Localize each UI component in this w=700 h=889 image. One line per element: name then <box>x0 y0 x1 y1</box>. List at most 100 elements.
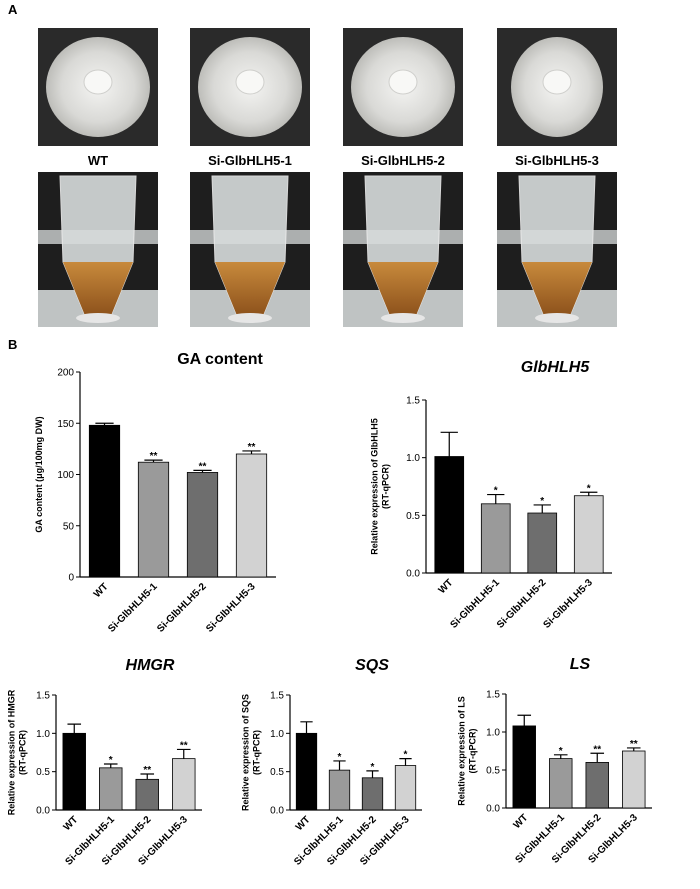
x-tick-label: Si-GlbHLH5-2 <box>155 581 209 635</box>
x-tick-label: WT <box>92 581 111 600</box>
bar <box>328 769 351 811</box>
y-tick-label: 1.5 <box>486 690 500 701</box>
panel-label: B <box>8 337 17 352</box>
chart-title: HMGR <box>126 657 175 674</box>
photo-label: Si-GlbHLH5-3 <box>515 153 599 168</box>
culture-liquid <box>215 262 285 318</box>
tube-base <box>381 313 425 323</box>
error-bar <box>626 747 641 751</box>
y-tick-label: 0.0 <box>406 569 420 580</box>
significance-mark: * <box>559 746 563 757</box>
y-axis-label: GA content (μg/100mg DW) <box>34 416 44 532</box>
significance-mark: ** <box>143 765 151 776</box>
bar <box>527 512 558 574</box>
y-axis-label: Relative expression of LS <box>457 696 467 806</box>
y-tick-label: 1.0 <box>36 729 50 740</box>
colony-center <box>83 69 113 95</box>
y-tick-label: 1.5 <box>270 691 284 702</box>
error-bar <box>487 493 505 504</box>
x-tick-label: WT <box>437 577 456 596</box>
bar <box>480 503 511 574</box>
x-tick-label: WT <box>62 814 81 833</box>
tube-base <box>228 313 272 323</box>
bar <box>549 758 573 809</box>
y-tick-label: 0.0 <box>36 806 50 817</box>
significance-mark: ** <box>630 739 638 750</box>
y-tick-label: 1.5 <box>36 691 50 702</box>
significance-mark: * <box>404 750 408 761</box>
significance-mark: * <box>494 486 498 497</box>
panel-label: A <box>8 2 18 17</box>
significance-mark: ** <box>593 744 601 755</box>
photo-label: Si-GlbHLH5-2 <box>361 153 445 168</box>
bar <box>434 456 465 574</box>
colony-center <box>235 69 265 95</box>
significance-mark: ** <box>248 442 256 453</box>
error-bar <box>366 770 379 778</box>
y-tick-label: 0 <box>68 573 74 584</box>
y-tick-label: 150 <box>57 419 74 430</box>
y-tick-label: 1.0 <box>406 453 420 464</box>
bar <box>62 732 86 811</box>
x-tick-label: WT <box>294 814 313 833</box>
photo-label: Si-GlbHLH5-1 <box>208 153 292 168</box>
bar <box>88 424 121 578</box>
colony-center <box>542 69 572 95</box>
y-axis-label: Relative expression of SQS <box>241 694 251 811</box>
x-tick-label: Si-GlbHLH5-1 <box>106 581 160 635</box>
bar <box>361 777 384 811</box>
y-axis-label: (RT-qPCR) <box>252 730 262 775</box>
error-bar <box>144 459 163 463</box>
error-bar <box>517 714 532 726</box>
y-tick-label: 0.0 <box>486 804 500 815</box>
error-bar <box>300 721 313 734</box>
error-bar <box>399 758 412 766</box>
y-tick-label: 100 <box>57 470 74 481</box>
bar <box>622 750 646 809</box>
error-bar <box>440 431 458 457</box>
culture-liquid <box>368 262 438 318</box>
error-bar <box>95 422 114 426</box>
error-bar <box>176 748 191 759</box>
error-bar <box>590 752 605 763</box>
chart-title: GA content <box>177 351 263 368</box>
culture-liquid <box>63 262 133 318</box>
y-tick-label: 1.5 <box>406 396 420 407</box>
x-tick-label: WT <box>512 812 531 831</box>
significance-mark: * <box>338 752 342 763</box>
x-tick-label: Si-GlbHLH5-3 <box>204 581 258 635</box>
error-bar <box>140 773 155 780</box>
bar <box>99 767 123 811</box>
y-axis-label: Relative expression of GlbHLH5 <box>370 418 380 555</box>
significance-mark: ** <box>180 740 188 751</box>
significance-mark: ** <box>199 461 207 472</box>
bar <box>135 778 159 811</box>
photo-grid: WT Si-GlbHLH5-1 Si-GlbHLH5-2 Si-GlbHLH5-3 <box>38 28 617 327</box>
bar <box>137 461 170 578</box>
error-bar <box>333 760 346 771</box>
error-bar <box>193 469 212 473</box>
error-bar <box>103 763 118 768</box>
significance-mark: * <box>540 496 544 507</box>
significance-mark: * <box>371 762 375 773</box>
bar <box>235 453 268 578</box>
chart-title: SQS <box>355 657 389 674</box>
significance-mark: ** <box>150 451 158 462</box>
bar <box>172 758 196 811</box>
error-bar <box>242 450 261 454</box>
y-tick-label: 200 <box>57 368 74 379</box>
y-tick-label: 0.5 <box>486 766 500 777</box>
bar <box>394 765 417 811</box>
error-bar <box>67 723 82 734</box>
x-tick-label: Si-GlbHLH5-3 <box>542 577 596 631</box>
bar <box>186 472 219 578</box>
y-tick-label: 50 <box>63 521 75 532</box>
photo-label: WT <box>88 153 108 168</box>
y-axis-label: (RT-qPCR) <box>18 730 28 775</box>
significance-mark: * <box>109 755 113 766</box>
y-tick-label: 0.0 <box>270 806 284 817</box>
chart-title: LS <box>570 656 591 673</box>
y-tick-label: 0.5 <box>406 511 420 522</box>
error-bar <box>553 754 568 759</box>
bar <box>585 762 609 809</box>
